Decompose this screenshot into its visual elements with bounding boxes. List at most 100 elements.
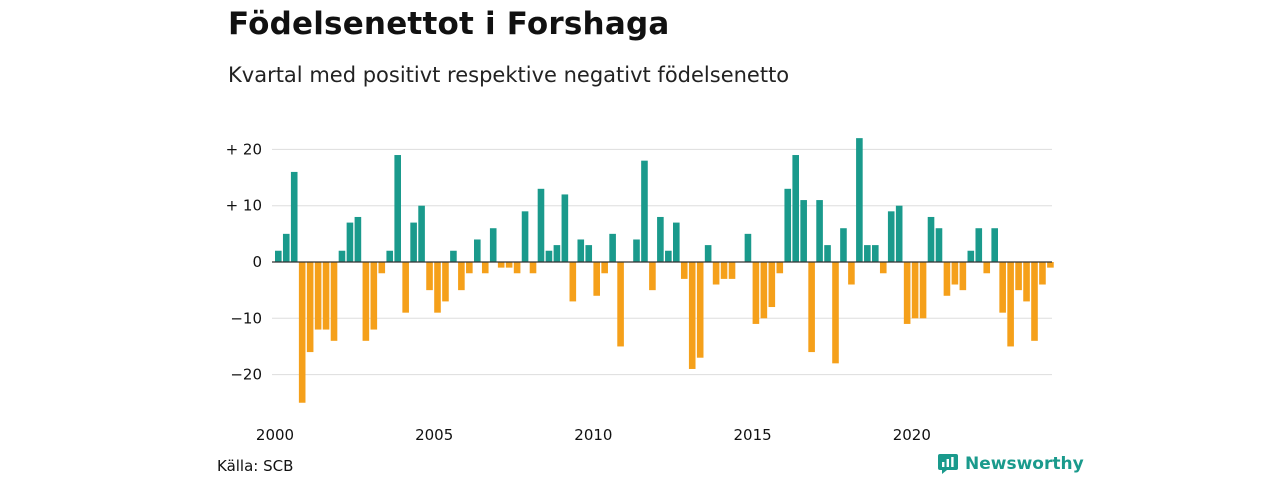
bar: [1039, 262, 1046, 285]
bar: [521, 211, 529, 262]
bar: [768, 262, 776, 308]
y-tick-label: + 20: [226, 140, 262, 158]
bar: [696, 262, 704, 358]
bar: [529, 262, 537, 274]
bar: [776, 262, 784, 274]
bar: [895, 205, 903, 262]
chart-title: Födelsenettot i Forshaga: [228, 6, 670, 42]
bar: [641, 160, 648, 262]
bar: [426, 262, 433, 291]
bar: [577, 239, 585, 262]
bar: [919, 262, 927, 319]
bar: [633, 239, 640, 262]
chart-subtitle: Kvartal med positivt respektive negativt…: [228, 63, 790, 87]
bar: [458, 262, 465, 291]
source-note: Källa: SCB: [217, 457, 294, 475]
bar: [553, 245, 561, 262]
x-tick-label: 2000: [256, 426, 294, 444]
bar: [848, 262, 855, 285]
bar: [832, 262, 839, 364]
bar: [290, 171, 298, 262]
bar: [585, 245, 593, 262]
bar: [330, 262, 338, 341]
y-axis-labels: + 20 + 10 0 −10 −20: [226, 140, 262, 383]
bar: [1023, 262, 1030, 302]
bar: [410, 222, 417, 262]
x-tick-label: 2010: [574, 426, 612, 444]
bar: [720, 262, 728, 279]
bar: [442, 262, 449, 302]
bar: [840, 228, 847, 262]
bar: [497, 262, 505, 268]
bar: [513, 262, 521, 274]
y-tick-label: −10: [230, 309, 262, 327]
x-tick-label: 2005: [415, 426, 453, 444]
bar: [673, 222, 680, 262]
brand-name: Newsworthy: [965, 454, 1084, 474]
bar: [872, 245, 879, 262]
bar: [760, 262, 768, 319]
bar: [378, 262, 386, 274]
bar: [657, 216, 664, 262]
bar: [824, 245, 831, 262]
bar: [864, 245, 871, 262]
bar: [935, 228, 943, 262]
bar: [784, 188, 792, 262]
bar: [975, 228, 983, 262]
bar: [704, 245, 712, 262]
bar: [282, 233, 290, 262]
bar: [1007, 262, 1014, 347]
bar: [752, 262, 760, 324]
bar: [808, 262, 815, 353]
bar: [879, 262, 887, 274]
bar: [999, 262, 1006, 313]
bar: [569, 262, 577, 302]
bar: [1015, 262, 1022, 291]
bar: [943, 262, 951, 296]
bar: [275, 250, 282, 262]
bar: [983, 262, 991, 274]
y-tick-label: + 10: [226, 197, 262, 215]
bar: [911, 262, 919, 319]
bar: [489, 228, 497, 262]
bar: [322, 262, 330, 330]
bar: [354, 216, 362, 262]
bar: [346, 222, 354, 262]
bar: [617, 262, 624, 347]
bar: [466, 262, 473, 274]
newsworthy-logo-icon: [938, 454, 958, 474]
bars: [275, 138, 1054, 403]
bar: [951, 262, 959, 285]
bar: [688, 262, 696, 369]
bar: [418, 205, 425, 262]
y-tick-label: −20: [230, 366, 262, 384]
bar: [505, 262, 513, 268]
bar: [394, 155, 401, 262]
bar: [816, 200, 823, 262]
bar: [362, 262, 370, 341]
bar: [1047, 262, 1054, 268]
bar: [298, 262, 306, 403]
bar: [927, 216, 935, 262]
brand-logo: Newsworthy: [938, 454, 1084, 474]
bar: [712, 262, 720, 285]
x-tick-label: 2020: [893, 426, 931, 444]
bar: [386, 250, 394, 262]
bar: [991, 228, 998, 262]
bar: [887, 211, 895, 262]
bar: [967, 250, 975, 262]
bar: [370, 262, 378, 330]
bar: [601, 262, 608, 274]
bar: [856, 138, 863, 262]
bar: [561, 194, 569, 262]
bar: [306, 262, 314, 353]
bar: [728, 262, 736, 279]
bar: [665, 250, 672, 262]
bar: [593, 262, 600, 296]
x-axis-labels: 2000 2005 2010 2015 2020: [256, 426, 931, 444]
bar: [1031, 262, 1038, 341]
bar: [959, 262, 967, 291]
bar: [450, 250, 457, 262]
bar: [792, 155, 799, 262]
